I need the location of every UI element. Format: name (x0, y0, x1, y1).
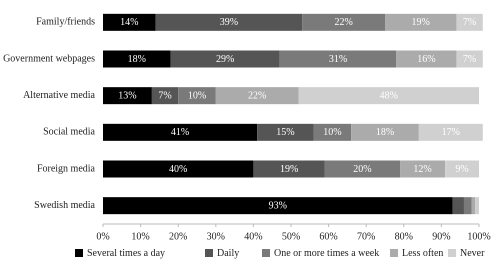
value-label: 15% (276, 127, 294, 138)
bar-segment (170, 50, 280, 68)
value-label: 10% (323, 127, 341, 138)
value-label: 20% (353, 164, 371, 175)
bar-segment (103, 123, 258, 141)
value-label: 17% (442, 127, 460, 138)
bar-segment (456, 50, 483, 68)
category-label: Foreign media (37, 163, 96, 174)
legend-label: Daily (217, 248, 239, 259)
bar-segment (279, 50, 397, 68)
bar-segment (298, 87, 479, 105)
value-label: 18% (376, 127, 394, 138)
value-label: 41% (171, 127, 189, 138)
value-label: 13% (118, 90, 136, 101)
value-label: 16% (417, 54, 435, 65)
value-label: 31% (329, 54, 347, 65)
value-label: 19% (412, 17, 430, 28)
bar-segment (215, 87, 299, 105)
bar-segment (475, 197, 479, 215)
bar-segment (302, 13, 385, 31)
value-label: 12% (413, 164, 431, 175)
bar-segment (400, 160, 446, 178)
legend-swatch (205, 249, 213, 257)
category-label: Social media (43, 127, 95, 138)
bar-segment (103, 50, 171, 68)
category-label: Family/friends (36, 17, 95, 28)
value-label: 10% (188, 90, 206, 101)
legend-swatch (390, 249, 398, 257)
x-tick-label: 80% (395, 231, 413, 242)
bar-segment (445, 160, 479, 178)
value-label: 7% (463, 54, 476, 65)
bar-segment (418, 123, 483, 141)
value-label: 40% (169, 164, 187, 175)
x-tick-label: 20% (169, 231, 187, 242)
x-tick-label: 30% (207, 231, 225, 242)
bar-segment (452, 197, 464, 215)
legend-label: Less often (402, 248, 443, 259)
category-label: Swedish media (34, 200, 95, 211)
legend-label: One or more times a week (274, 248, 379, 259)
category-label: Government webpages (3, 53, 95, 64)
bar-segment (324, 160, 401, 178)
x-tick-label: 10% (131, 231, 149, 242)
value-label: 18% (128, 54, 146, 65)
x-tick-label: 50% (282, 231, 300, 242)
bar-segment (257, 123, 314, 141)
bar-segment (178, 87, 216, 105)
bar-segment (103, 13, 156, 31)
bar-segment (463, 197, 472, 215)
x-tick-label: 40% (244, 231, 262, 242)
bar-segment (151, 87, 179, 105)
value-label: 14% (120, 17, 138, 28)
value-label: 9% (455, 164, 468, 175)
x-tick-label: 0% (96, 231, 109, 242)
bar-segment (351, 123, 419, 141)
value-label: 93% (269, 200, 287, 211)
bar-segment (385, 13, 457, 31)
value-label: 22% (248, 90, 266, 101)
bar-segment (103, 160, 254, 178)
value-label: 39% (220, 17, 238, 28)
bar-segment (396, 50, 457, 68)
x-tick-label: 70% (357, 231, 375, 242)
legend-label: Never (460, 248, 485, 259)
bar-segment (155, 13, 303, 31)
value-label: 48% (380, 90, 398, 101)
value-label: 19% (280, 164, 298, 175)
bar-segment (103, 197, 453, 215)
bar-segment (456, 13, 483, 31)
x-tick-label: 100% (467, 231, 490, 242)
bar-segment (471, 197, 476, 215)
x-tick-label: 60% (319, 231, 337, 242)
value-label: 7% (158, 90, 171, 101)
value-label: 29% (216, 54, 234, 65)
x-tick-label: 90% (432, 231, 450, 242)
legend-label: Several times a day (87, 248, 165, 259)
legend-swatch (75, 249, 83, 257)
bar-segment (103, 87, 152, 105)
value-label: 22% (334, 17, 352, 28)
bar-segment (253, 160, 325, 178)
legend-swatch (448, 249, 456, 257)
value-label: 7% (463, 17, 476, 28)
category-label: Alternative media (23, 90, 95, 101)
bar-segment (313, 123, 352, 141)
legend-swatch (262, 249, 270, 257)
